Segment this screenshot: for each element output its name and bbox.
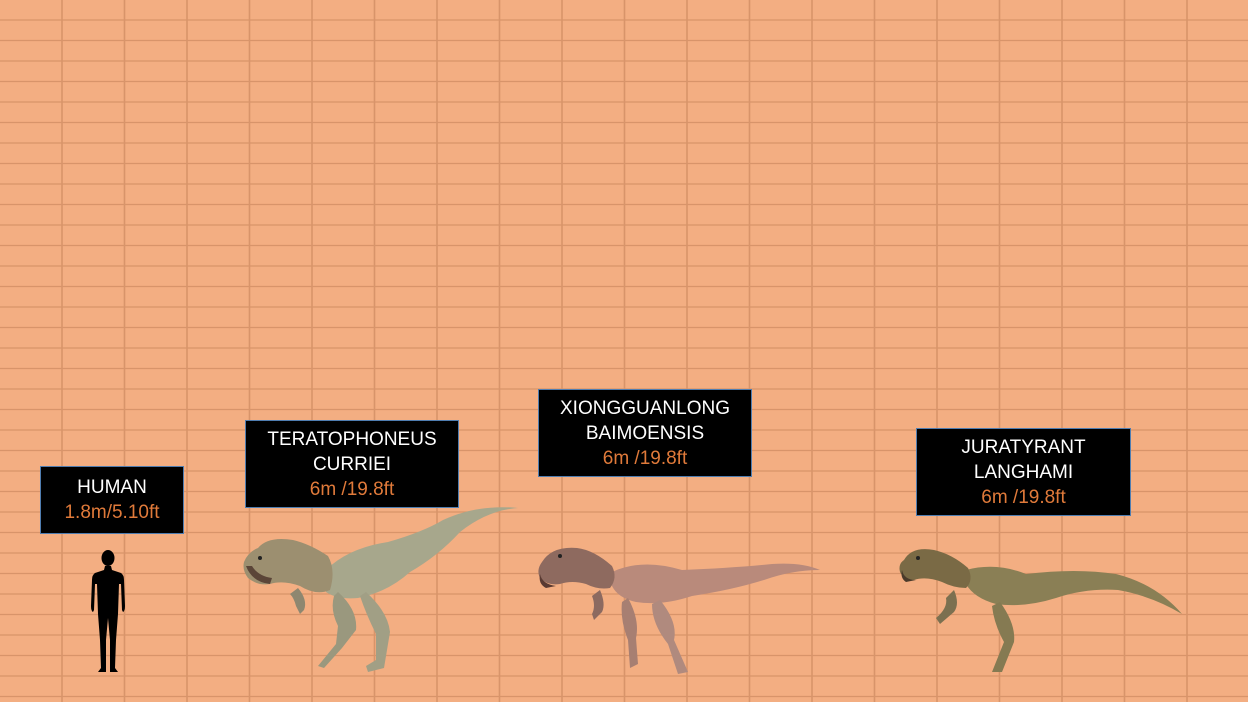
label-teratophoneus: TERATOPHONEUS CURRIEI 6m /19.8ft [245, 420, 459, 508]
label-juratyrant: JURATYRANT LANGHAMI 6m /19.8ft [916, 428, 1131, 516]
specimen-size: 1.8m/5.10ft [64, 502, 160, 523]
teratophoneus-icon [243, 507, 518, 672]
specimen-name-line: HUMAN [77, 477, 147, 498]
human-silhouette-icon [91, 550, 125, 672]
specimen-size: 6m /19.8ft [602, 447, 688, 469]
specimen-size: 6m /19.8ft [981, 486, 1066, 508]
juratyrant-icon [899, 549, 1182, 672]
specimen-name-line: JURATYRANT [961, 436, 1086, 458]
specimen-name-line: CURRIEI [312, 453, 392, 475]
specimen-name-line: XIONGGUANLONG [560, 397, 730, 419]
xiongguanlong-icon [538, 547, 820, 674]
label-xiongguanlong: XIONGGUANLONG BAIMOENSIS 6m /19.8ft [538, 389, 752, 477]
specimen-name-line: BAIMOENSIS [585, 422, 705, 444]
specimen-size: 6m /19.8ft [309, 478, 395, 500]
specimen-name-line: LANGHAMI [973, 461, 1074, 483]
specimen-name-line: TERATOPHONEUS [267, 428, 437, 450]
label-human: HUMAN 1.8m/5.10ft [40, 466, 184, 534]
